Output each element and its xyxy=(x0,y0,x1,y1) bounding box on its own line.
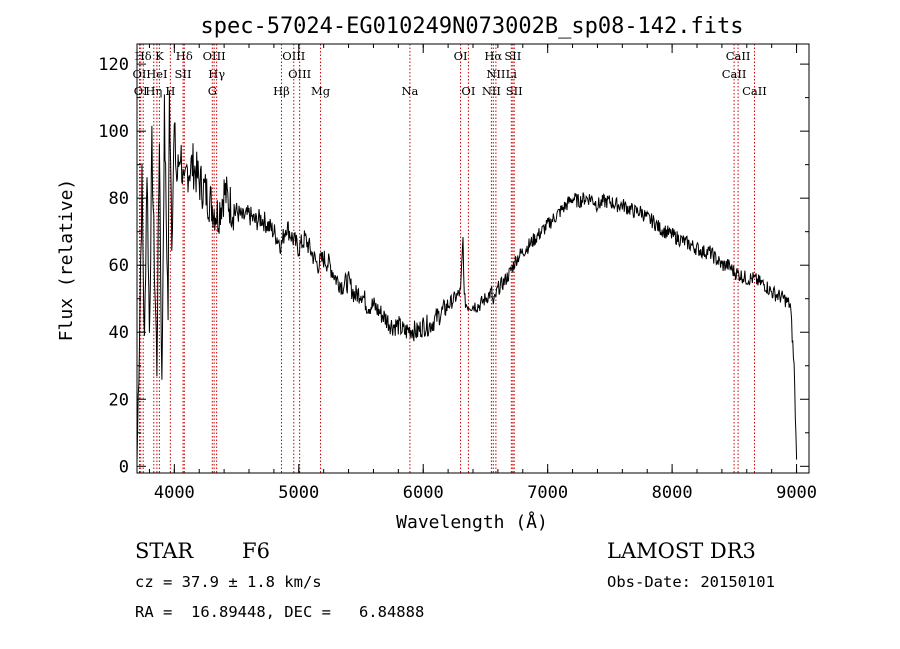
spectral-line-label: Hβ xyxy=(273,84,290,98)
y-axis-label: Flux (relative) xyxy=(56,179,77,342)
y-axis: 0 20 40 60 80 100 120 xyxy=(98,55,809,477)
spectral-line-label: OIII xyxy=(288,67,311,81)
spectral-line-label: OI xyxy=(454,49,468,63)
spectral-line-label: Hδ xyxy=(135,49,152,63)
x-tick-label: 4000 xyxy=(154,483,195,503)
survey-name: LAMOST DR3 xyxy=(607,539,756,563)
star-subclass: F6 xyxy=(242,539,270,563)
y-tick-label: 20 xyxy=(109,390,129,410)
spectral-line-label: OI xyxy=(461,84,475,98)
y-tick-label: 40 xyxy=(109,323,129,343)
y-tick-label: 120 xyxy=(98,55,129,75)
spectral-line-label: Hδ xyxy=(176,49,193,63)
star-type: STAR xyxy=(135,539,194,563)
chart-title: spec-57024-EG010249N073002B_sp08-142.fit… xyxy=(200,14,743,39)
spectral-line-label: G xyxy=(208,84,217,98)
x-tick-label: 9000 xyxy=(776,483,817,503)
spectral-line-label: Mg xyxy=(311,84,331,98)
spectral-line-label: K xyxy=(155,49,164,63)
spectral-line-label: SII xyxy=(175,67,192,81)
spectral-line-label: NII xyxy=(486,67,505,81)
x-tick-label: 5000 xyxy=(278,483,319,503)
spectral-line-label: Li xyxy=(506,67,518,81)
spectral-line-markers xyxy=(138,44,755,473)
spectral-line-label: OIII xyxy=(282,49,305,63)
x-axis: 4000 5000 6000 7000 8000 9000 xyxy=(148,44,817,503)
spectral-line-label: Hη xyxy=(145,84,162,98)
y-tick-label: 80 xyxy=(109,189,129,209)
spectral-line-label: Na xyxy=(401,84,418,98)
spectral-line-label: Hγ xyxy=(208,67,225,81)
obs-date: Obs-Date: 20150101 xyxy=(607,573,775,591)
redshift-cz: cz = 37.9 ± 1.8 km/s xyxy=(135,573,322,591)
x-axis-label: Wavelength (Å) xyxy=(396,511,548,533)
spectral-line-label: OIII xyxy=(203,49,226,63)
plot-frame xyxy=(136,43,810,474)
ra-dec: RA = 16.89448, DEC = 6.84888 xyxy=(135,603,425,621)
x-tick-label: 8000 xyxy=(652,483,693,503)
spectral-line-label: HeI xyxy=(146,67,167,81)
x-tick-label: 7000 xyxy=(527,483,568,503)
spectral-line-label: SII xyxy=(504,49,521,63)
x-tick-label: 6000 xyxy=(403,483,444,503)
spectral-line-label: SII xyxy=(506,84,523,98)
spectral-line-label: CaII xyxy=(722,67,747,81)
spectral-line-label: Hα xyxy=(484,49,502,63)
spectral-line-label: OI xyxy=(132,67,146,81)
y-tick-label: 60 xyxy=(109,256,129,276)
spectral-line-label: H xyxy=(165,84,175,98)
y-tick-label: 0 xyxy=(119,457,129,477)
spectral-line-label: CaII xyxy=(742,84,767,98)
spectral-line-label: NII xyxy=(482,84,501,98)
spectral-line-label: CaII xyxy=(726,49,751,63)
spectrum-line xyxy=(136,90,798,463)
y-tick-label: 100 xyxy=(98,122,129,142)
